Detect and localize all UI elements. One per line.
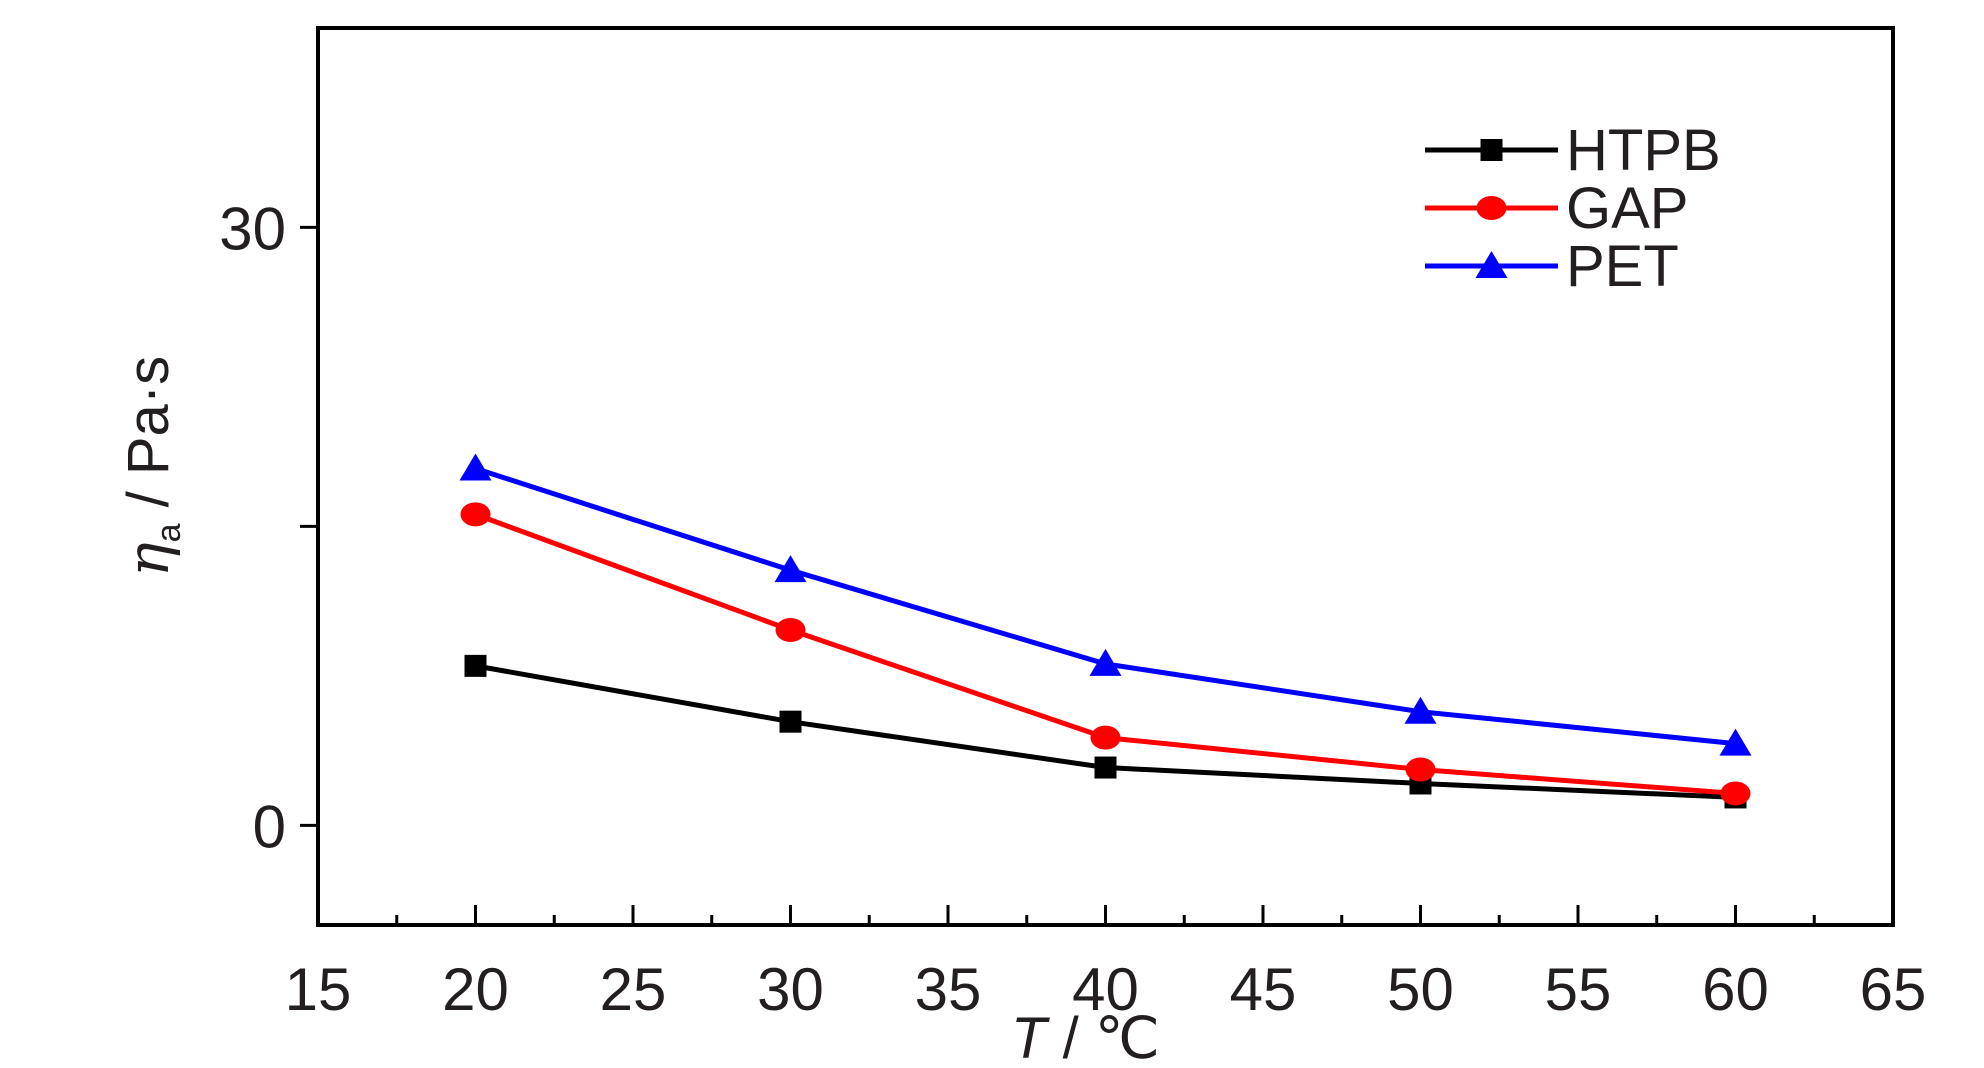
x-tick-label: 50 bbox=[1387, 956, 1454, 1023]
x-tick-label: 65 bbox=[1860, 956, 1927, 1023]
y-axis-label: ηa / Pa·s bbox=[114, 356, 188, 577]
data-point-gap bbox=[775, 617, 806, 642]
x-tick-label: 60 bbox=[1702, 956, 1769, 1023]
data-point-gap bbox=[460, 502, 491, 527]
data-point-pet bbox=[1089, 648, 1122, 676]
y-tick-label: 30 bbox=[219, 195, 286, 262]
legend-item-htpb: HTPB bbox=[1425, 118, 1721, 183]
data-point-pet bbox=[1404, 696, 1437, 724]
data-point-gap bbox=[1720, 781, 1751, 806]
series-pet bbox=[459, 453, 1752, 756]
legend-marker-pet bbox=[1475, 251, 1508, 278]
data-point-gap bbox=[1405, 757, 1436, 782]
x-tick-label: 30 bbox=[757, 956, 824, 1023]
series-layer bbox=[459, 453, 1752, 809]
legend-item-pet: PET bbox=[1425, 234, 1679, 299]
data-point-htpb bbox=[1094, 756, 1117, 779]
x-tick-label: 15 bbox=[285, 956, 352, 1023]
series-gap bbox=[460, 502, 1751, 806]
data-point-pet bbox=[774, 555, 807, 583]
x-axis-label: T / ℃ bbox=[1011, 1006, 1160, 1063]
axis-labels: T / ℃ ηa / Pa·s bbox=[114, 356, 1160, 1068]
x-tick-label: 20 bbox=[442, 956, 509, 1023]
data-point-htpb bbox=[464, 654, 487, 677]
data-point-htpb bbox=[779, 710, 802, 733]
x-tick-label: 45 bbox=[1230, 956, 1297, 1023]
data-point-pet bbox=[459, 453, 492, 481]
x-tick-label: 55 bbox=[1545, 956, 1612, 1023]
axes-layer: 15 20 25 30 35 40 45 50 55 60 65 0 30 bbox=[219, 26, 1927, 1023]
legend-label-pet: PET bbox=[1566, 234, 1679, 299]
x-tick-label: 35 bbox=[915, 956, 982, 1023]
legend-item-gap: GAP bbox=[1425, 176, 1689, 241]
data-point-gap bbox=[1090, 725, 1121, 750]
data-point-pet bbox=[1719, 728, 1752, 756]
legend-marker-gap bbox=[1476, 196, 1507, 220]
series-line-pet bbox=[474, 466, 1736, 747]
y-tick-label: 0 bbox=[253, 793, 286, 860]
x-tick-label: 40 bbox=[1072, 956, 1139, 1023]
x-tick-label: 25 bbox=[600, 956, 667, 1023]
legend-label-htpb: HTPB bbox=[1566, 118, 1721, 183]
legend-marker-htpb bbox=[1480, 139, 1503, 161]
legend-label-gap: GAP bbox=[1566, 176, 1689, 241]
